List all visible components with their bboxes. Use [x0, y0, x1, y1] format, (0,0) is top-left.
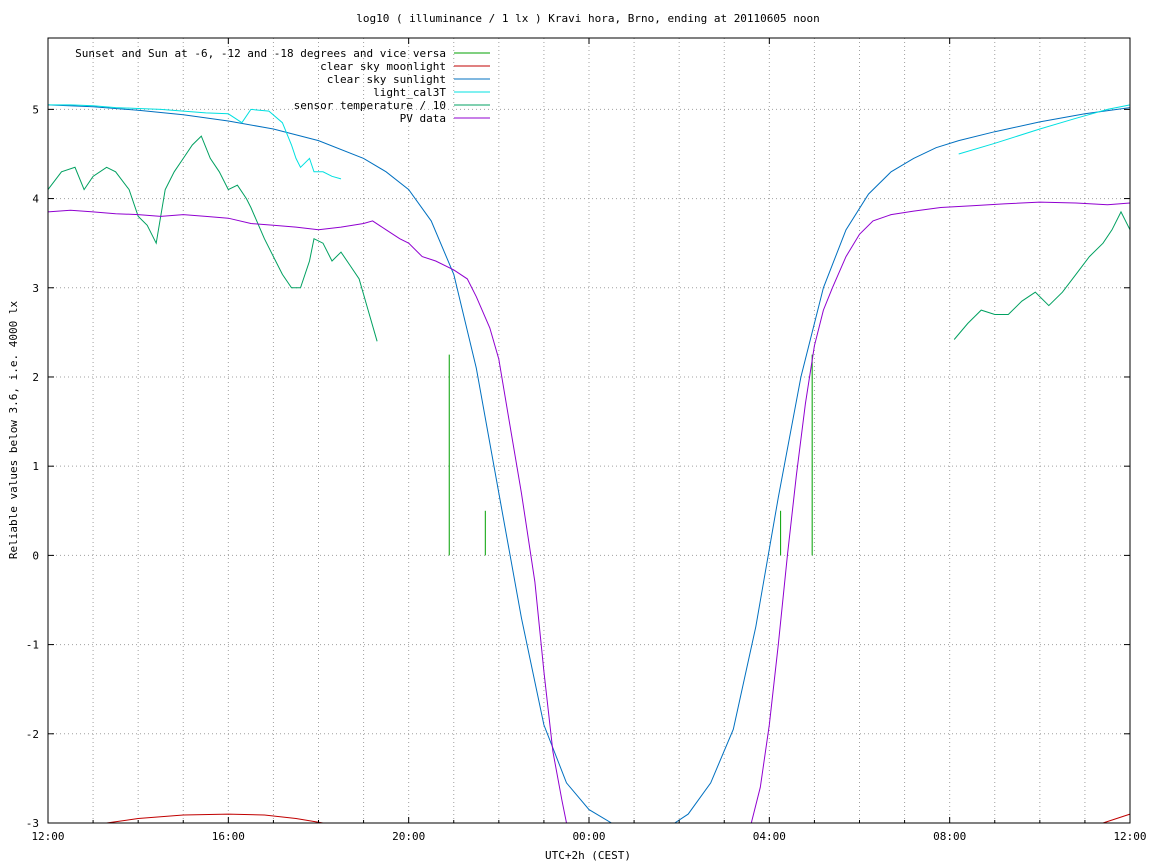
legend-label-3: light_cal3T [373, 86, 446, 99]
y-tick-label: 1 [32, 460, 39, 473]
series-1-line [1102, 813, 1131, 824]
y-tick-label: 3 [32, 282, 39, 295]
ticks-group: 12:00 16:00 20:00 00:00 04:00 08:00 12:00-3-2-… [26, 38, 1147, 843]
legend-label-5: PV data [400, 112, 446, 125]
y-axis-label: Reliable values below 3.6, i.e. 4000 lx [7, 300, 20, 559]
legend-label-1: clear sky moonlight [320, 60, 446, 73]
series-4-line [47, 135, 378, 342]
series-4-line [953, 210, 1131, 340]
y-tick-label: -3 [26, 817, 39, 830]
series-5-line [47, 201, 1131, 824]
series-3-line [48, 104, 342, 180]
x-tick-label: 12:00 [31, 830, 64, 843]
legend-label-4: sensor temperature / 10 [294, 99, 446, 112]
y-tick-label: 5 [32, 103, 39, 116]
chart-title: log10 ( illuminance / 1 lx ) Kravi hora,… [356, 12, 820, 25]
x-tick-label: 12:00 [1113, 830, 1146, 843]
legend-label-0: Sunset and Sun at -6, -12 and -18 degree… [75, 47, 446, 60]
series-1-line [106, 813, 324, 824]
x-tick-label: 00:00 [572, 830, 605, 843]
y-tick-label: -2 [26, 728, 39, 741]
series-3-line [958, 104, 1131, 155]
x-tick-label: 08:00 [933, 830, 966, 843]
x-tick-label: 20:00 [392, 830, 425, 843]
legend: Sunset and Sun at -6, -12 and -18 degree… [75, 47, 490, 125]
y-tick-label: -1 [26, 639, 39, 652]
x-axis-label: UTC+2h (CEST) [545, 849, 631, 862]
y-tick-label: 0 [32, 549, 39, 562]
y-tick-label: 2 [32, 371, 39, 384]
x-tick-label: 16:00 [212, 830, 245, 843]
y-tick-label: 4 [32, 193, 39, 206]
x-tick-label: 04:00 [753, 830, 786, 843]
legend-label-2: clear sky sunlight [327, 73, 446, 86]
